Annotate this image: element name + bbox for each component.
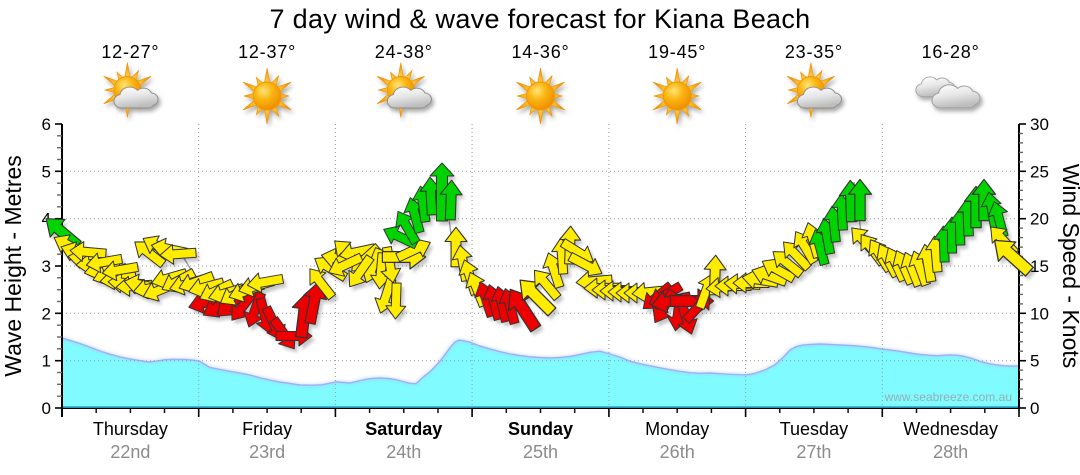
svg-text:Thursday: Thursday (93, 419, 168, 439)
svg-text:Monday: Monday (645, 419, 709, 439)
svg-text:27th: 27th (796, 442, 831, 462)
svg-text:Wednesday: Wednesday (903, 419, 998, 439)
svg-text:1: 1 (42, 352, 51, 371)
svg-text:0: 0 (42, 399, 51, 418)
svg-text:Sunday: Sunday (508, 419, 573, 439)
svg-text:26th: 26th (660, 442, 695, 462)
svg-text:5: 5 (1030, 352, 1039, 371)
svg-text:0: 0 (1030, 399, 1039, 418)
svg-text:20: 20 (1030, 210, 1049, 229)
svg-text:Tuesday: Tuesday (780, 419, 848, 439)
svg-text:Saturday: Saturday (365, 419, 442, 439)
svg-text:Wave Height - Metres: Wave Height - Metres (0, 155, 26, 377)
svg-text:22nd: 22nd (110, 442, 150, 462)
svg-text:3: 3 (42, 257, 51, 276)
svg-text:Friday: Friday (242, 419, 292, 439)
svg-text:30: 30 (1030, 115, 1049, 134)
svg-text:14-36°: 14-36° (511, 42, 569, 62)
svg-text:25th: 25th (523, 442, 558, 462)
svg-text:Wind Speed - Knots: Wind Speed - Knots (1058, 164, 1080, 369)
svg-text:24-38°: 24-38° (375, 42, 433, 62)
svg-text:16-28°: 16-28° (922, 42, 980, 62)
svg-text:2: 2 (42, 304, 51, 323)
svg-text:12-37°: 12-37° (238, 42, 296, 62)
svg-text:25: 25 (1030, 162, 1049, 181)
svg-text:28th: 28th (933, 442, 968, 462)
svg-text:6: 6 (42, 115, 51, 134)
svg-text:19-45°: 19-45° (648, 42, 706, 62)
svg-text:10: 10 (1030, 304, 1049, 323)
svg-text:24th: 24th (386, 442, 421, 462)
svg-text:12-27°: 12-27° (101, 42, 159, 62)
svg-text:23-35°: 23-35° (785, 42, 843, 62)
svg-text:23rd: 23rd (249, 442, 285, 462)
svg-text:www.seabreeze.com.au: www.seabreeze.com.au (884, 390, 1012, 404)
svg-text:7 day wind & wave forecast for: 7 day wind & wave forecast for Kiana Bea… (270, 4, 811, 34)
svg-text:5: 5 (42, 162, 51, 181)
